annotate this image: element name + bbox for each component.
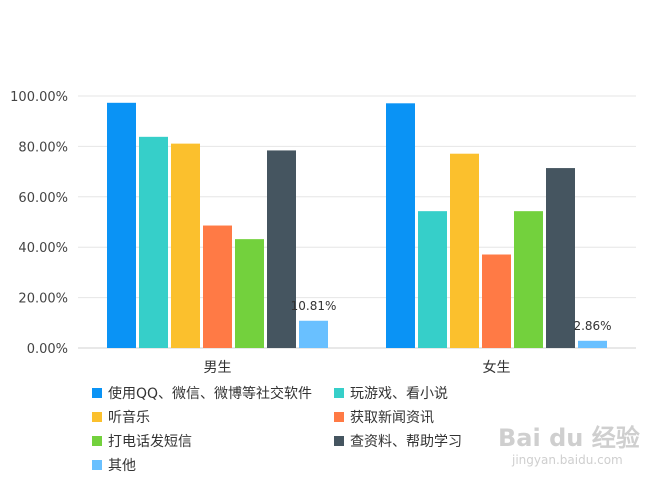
legend-label: 打电话发短信 bbox=[108, 433, 192, 450]
legend-swatch bbox=[92, 460, 102, 470]
legend-swatch bbox=[92, 412, 102, 422]
bar bbox=[450, 153, 479, 348]
legend-label: 获取新闻资讯 bbox=[350, 410, 434, 426]
bar bbox=[107, 102, 136, 348]
watermark-brand: Bai du 经验 bbox=[498, 424, 640, 452]
data-label: 2.86% bbox=[573, 319, 611, 333]
legend-swatch bbox=[92, 388, 102, 398]
legend-swatch bbox=[92, 436, 102, 446]
category-label: 女生 bbox=[483, 359, 511, 376]
bar bbox=[386, 103, 415, 348]
legend-label: 听音乐 bbox=[108, 409, 150, 426]
y-tick-label: 100.00% bbox=[10, 90, 68, 105]
watermark: Bai du 经验 jingyan.baidu.com bbox=[498, 424, 640, 467]
bar bbox=[482, 254, 511, 348]
x-axis-categories: 男生 女生 bbox=[204, 359, 511, 376]
y-tick-label: 20.00% bbox=[18, 292, 68, 307]
legend-label: 其他 bbox=[108, 458, 136, 474]
y-tick-label: 80.00% bbox=[18, 140, 68, 155]
legend-swatch bbox=[334, 436, 344, 446]
legend-label: 使用QQ、微信、微博等社交软件 bbox=[108, 385, 312, 402]
bar bbox=[578, 340, 607, 348]
legend-swatch bbox=[334, 412, 344, 422]
category-label: 男生 bbox=[204, 360, 232, 376]
data-label: 10.81% bbox=[291, 299, 337, 313]
bar bbox=[267, 150, 296, 348]
bar bbox=[139, 136, 168, 348]
y-axis-ticks: 0.00% 20.00% 40.00% 60.00% 80.00% 100.00% bbox=[10, 90, 68, 357]
bar bbox=[546, 168, 575, 348]
bars bbox=[107, 102, 607, 348]
y-tick-label: 60.00% bbox=[18, 191, 68, 206]
legend-swatch bbox=[334, 388, 344, 398]
bar bbox=[299, 320, 328, 348]
bar bbox=[418, 211, 447, 348]
bar bbox=[514, 211, 543, 348]
watermark-url: jingyan.baidu.com bbox=[511, 453, 623, 467]
y-tick-label: 0.00% bbox=[27, 342, 68, 357]
bar bbox=[171, 143, 200, 348]
legend-label: 查资料、帮助学习 bbox=[350, 434, 462, 450]
y-tick-label: 40.00% bbox=[18, 241, 68, 256]
legend-label: 玩游戏、看小说 bbox=[350, 386, 448, 402]
data-labels: 10.81% 2.86% bbox=[291, 299, 612, 333]
bar bbox=[203, 225, 232, 348]
bar bbox=[235, 239, 264, 348]
